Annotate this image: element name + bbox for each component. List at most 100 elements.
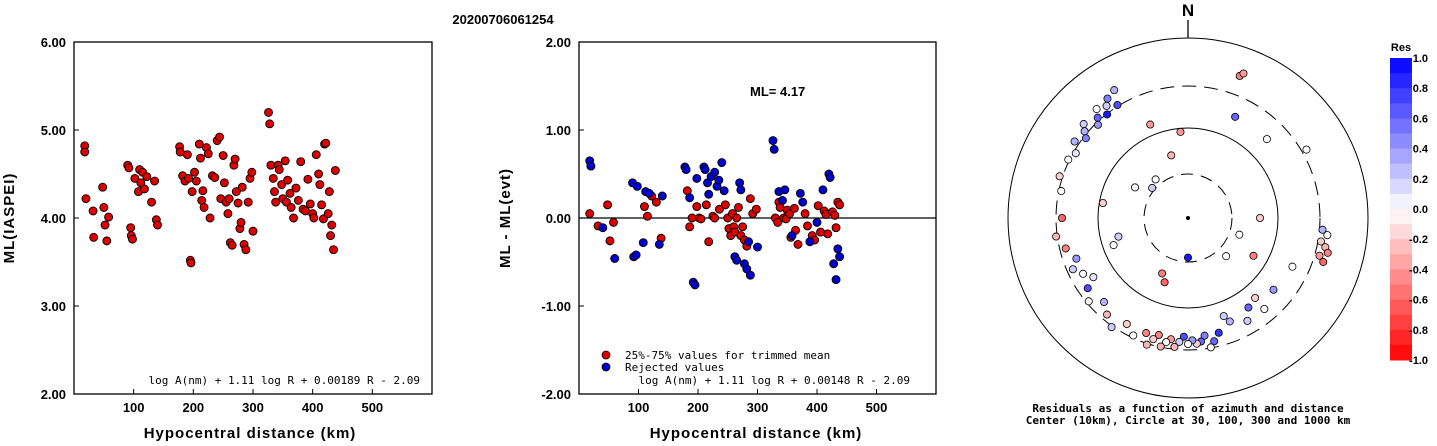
accepted-point <box>816 227 826 237</box>
ml-vs-distance-plot: Hypocentral distance (km) ML(IASPEI) log… <box>1 35 433 442</box>
accepted-point <box>701 200 711 210</box>
accepted-point <box>327 220 337 230</box>
station-point <box>1244 303 1253 312</box>
axis-ticks: 100 200 300 400 500 2.00 3.00 4.00 5.00 6.00 <box>41 35 383 415</box>
accepted-point <box>265 119 275 129</box>
rejected-point <box>745 270 755 280</box>
accepted-point <box>231 187 241 197</box>
ring-1000km <box>1007 37 1369 399</box>
accepted-point <box>285 188 295 198</box>
station-point <box>1269 285 1278 294</box>
x-tick-label: 300 <box>242 400 264 415</box>
station-point <box>1079 269 1088 278</box>
accepted-point <box>274 165 284 175</box>
accepted-point <box>732 213 742 223</box>
colorbar-swatch <box>1390 254 1412 270</box>
rejected-point <box>598 223 608 233</box>
accepted-point <box>215 132 225 142</box>
accepted-point <box>100 220 110 230</box>
rejected-point <box>833 244 843 254</box>
accepted-point <box>789 203 799 213</box>
accepted-point <box>271 197 281 207</box>
x-axis-label: Hypocentral distance (km) <box>650 425 863 441</box>
station-point <box>1243 316 1252 325</box>
station-point <box>1058 213 1067 222</box>
axis-ticks: 100 200 300 400 500 -2.00 -1.00 0.00 1.00 2.00 <box>541 35 887 415</box>
accepted-point <box>88 206 98 216</box>
caption-line-2: Center (10km), Circle at 30, 100, 300 an… <box>1026 414 1351 427</box>
rejected-point <box>717 158 727 168</box>
station-point <box>1107 323 1116 332</box>
x-tick-label: 100 <box>628 400 650 415</box>
y-tick-label: 3.00 <box>41 299 66 314</box>
station-point <box>1089 273 1098 282</box>
station-point <box>1081 134 1090 143</box>
station-point <box>1061 244 1070 253</box>
ring-30km <box>1143 173 1233 263</box>
station-point <box>1323 231 1332 240</box>
x-tick-label: 500 <box>866 400 888 415</box>
colorbar-swatch <box>1390 299 1412 316</box>
accepted-point <box>696 214 706 224</box>
accepted-point <box>314 169 324 179</box>
station-point <box>1231 112 1240 121</box>
legend-rejected-marker <box>601 362 611 372</box>
colorbar-swatch <box>1390 88 1412 104</box>
rejected-point <box>704 189 714 199</box>
accepted-point <box>243 197 253 207</box>
y-axis-label: ML - ML(evt) <box>497 168 514 268</box>
rejected-point <box>825 173 835 182</box>
rejected-point <box>829 259 839 269</box>
x-tick-label: 100 <box>123 400 145 415</box>
rejected-point <box>795 188 805 198</box>
station-point <box>1103 110 1112 119</box>
colorbar-swatch <box>1390 118 1412 134</box>
colorbar-swatch <box>1390 133 1412 150</box>
station-point <box>1103 310 1112 319</box>
station-point <box>1249 251 1258 260</box>
rejected-point <box>692 173 702 183</box>
accepted-point <box>280 156 290 166</box>
x-tick-label: 500 <box>361 400 383 415</box>
accepted-point <box>186 258 196 268</box>
accepted-point <box>291 183 301 193</box>
station-point <box>1256 213 1265 222</box>
rejected-point <box>719 186 729 196</box>
attenuation-formula: log A(nm) + 1.11 log R + 0.00148 R - 2.0… <box>638 374 910 387</box>
accepted-point <box>289 213 299 223</box>
accepted-point <box>80 147 90 157</box>
colorbar-swatch <box>1390 58 1412 74</box>
legend-accepted-marker <box>601 350 611 360</box>
rejected-point <box>787 231 797 241</box>
station-point <box>1318 225 1327 234</box>
y-tick-label: -2.00 <box>541 387 571 402</box>
accepted-point <box>153 220 162 230</box>
accepted-point <box>142 172 152 182</box>
accepted-point <box>326 231 336 241</box>
accepted-point <box>248 226 258 236</box>
station-point <box>1184 253 1193 262</box>
colorbar-ticks: 1.0 0.8 0.6 0.4 0.2 0.0 -0.2 -0.4 -0.6 -0.8 -1.0 <box>1409 53 1429 367</box>
x-axis-label: Hypocentral distance (km) <box>144 425 357 441</box>
station-point <box>1156 342 1165 351</box>
station-point <box>1302 145 1311 154</box>
colorbar-tick-label: 0.0 <box>1413 204 1428 216</box>
rejected-point <box>753 242 762 252</box>
accepted-point <box>640 202 649 212</box>
accepted-point <box>704 237 714 247</box>
accepted-point <box>224 194 234 204</box>
accepted-point <box>720 200 730 210</box>
attenuation-formula: log A(nm) + 1.11 log R + 0.00189 R - 2.0… <box>148 374 420 387</box>
rejected-point <box>798 197 808 207</box>
station-point <box>1154 331 1163 340</box>
rejected-point <box>778 195 787 205</box>
colorbar-tick-label: 1.0 <box>1413 53 1428 65</box>
colorbar-swatch <box>1390 344 1412 361</box>
accepted-point <box>685 222 695 232</box>
colorbar-tick-label: -1.0 <box>1409 355 1428 367</box>
station-point <box>1122 320 1131 329</box>
station-point <box>1146 120 1155 129</box>
accepted-point <box>585 209 595 219</box>
colorbar-tick-label: 0.8 <box>1413 83 1428 95</box>
rejected-point <box>654 239 664 249</box>
